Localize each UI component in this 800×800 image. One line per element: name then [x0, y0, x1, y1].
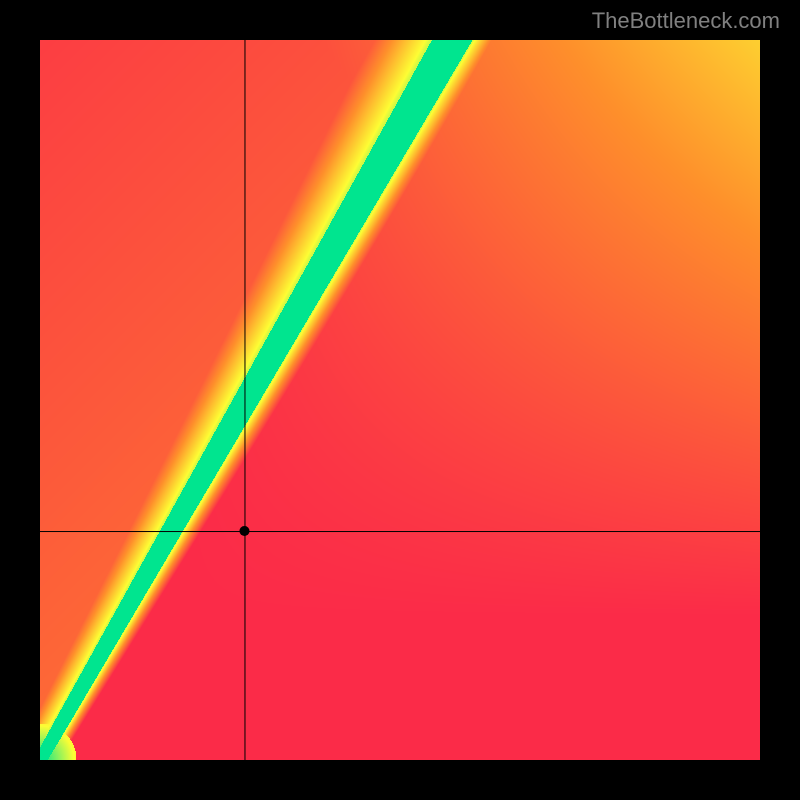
watermark-text: TheBottleneck.com	[592, 8, 780, 34]
chart-container: TheBottleneck.com	[0, 0, 800, 800]
bottleneck-heatmap	[40, 40, 760, 760]
